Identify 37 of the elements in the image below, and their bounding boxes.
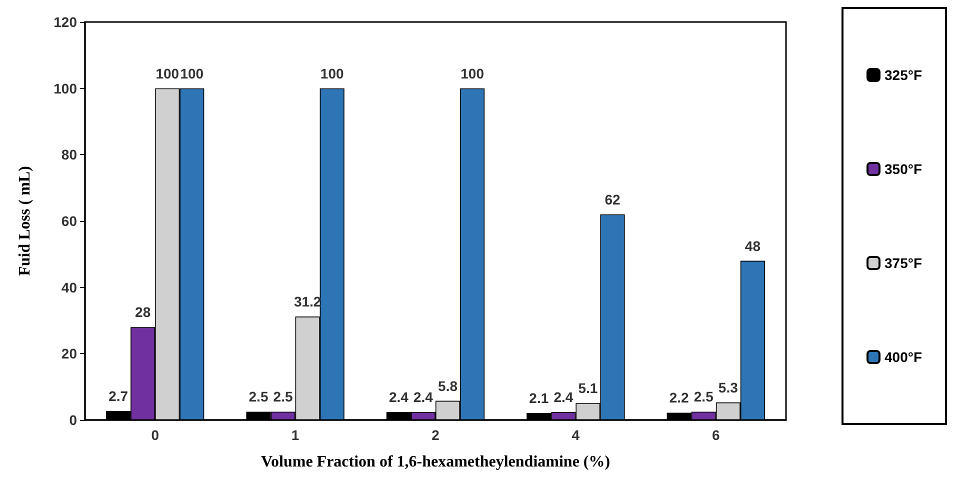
y-axis-title: Fuid Loss ( mL) — [16, 166, 34, 276]
data-label: 48 — [744, 238, 761, 254]
data-label: 100 — [320, 65, 344, 82]
data-label: 2.7 — [108, 388, 128, 404]
data-label: 28 — [135, 304, 151, 320]
data-label: 2.1 — [529, 390, 549, 406]
x-tick-label: 2 — [432, 427, 440, 443]
y-tick-label: 60 — [61, 213, 78, 229]
data-label: 62 — [604, 191, 620, 208]
data-label: 100 — [460, 65, 484, 82]
data-label: 2.4 — [388, 389, 409, 406]
y-tick-label: 100 — [54, 80, 78, 96]
data-label: 2.5 — [273, 388, 293, 405]
x-tick-label: 1 — [291, 427, 300, 443]
data-label: 5.3 — [718, 379, 738, 396]
y-tick-label: 0 — [69, 412, 78, 428]
data-label: 2.4 — [414, 389, 434, 406]
legend-label: 350°F — [884, 161, 922, 177]
legend-label: 375°F — [884, 255, 922, 271]
x-tick-label: 4 — [572, 427, 580, 443]
data-label: 5.1 — [578, 380, 598, 396]
y-tick-label: 80 — [61, 146, 78, 163]
x-tick-label: 0 — [151, 427, 160, 443]
data-label: 2.2 — [669, 390, 690, 406]
data-label: 5.8 — [438, 378, 458, 394]
data-label: 100 — [180, 65, 204, 82]
y-tick-label: 20 — [61, 346, 78, 362]
legend-label: 325°F — [884, 67, 922, 83]
y-tick-label: 40 — [61, 279, 78, 296]
legend-label: 400°F — [884, 349, 922, 365]
data-label: 2.5 — [694, 388, 714, 405]
x-axis-title: Volume Fraction of 1,6-hexametheylendiamine (%) — [260, 454, 610, 470]
data-label: 2.5 — [248, 388, 268, 405]
y-tick-label: 120 — [54, 14, 78, 30]
data-label: 2.4 — [554, 389, 574, 406]
x-tick-label: 6 — [712, 427, 720, 443]
data-label: 100 — [156, 65, 180, 82]
